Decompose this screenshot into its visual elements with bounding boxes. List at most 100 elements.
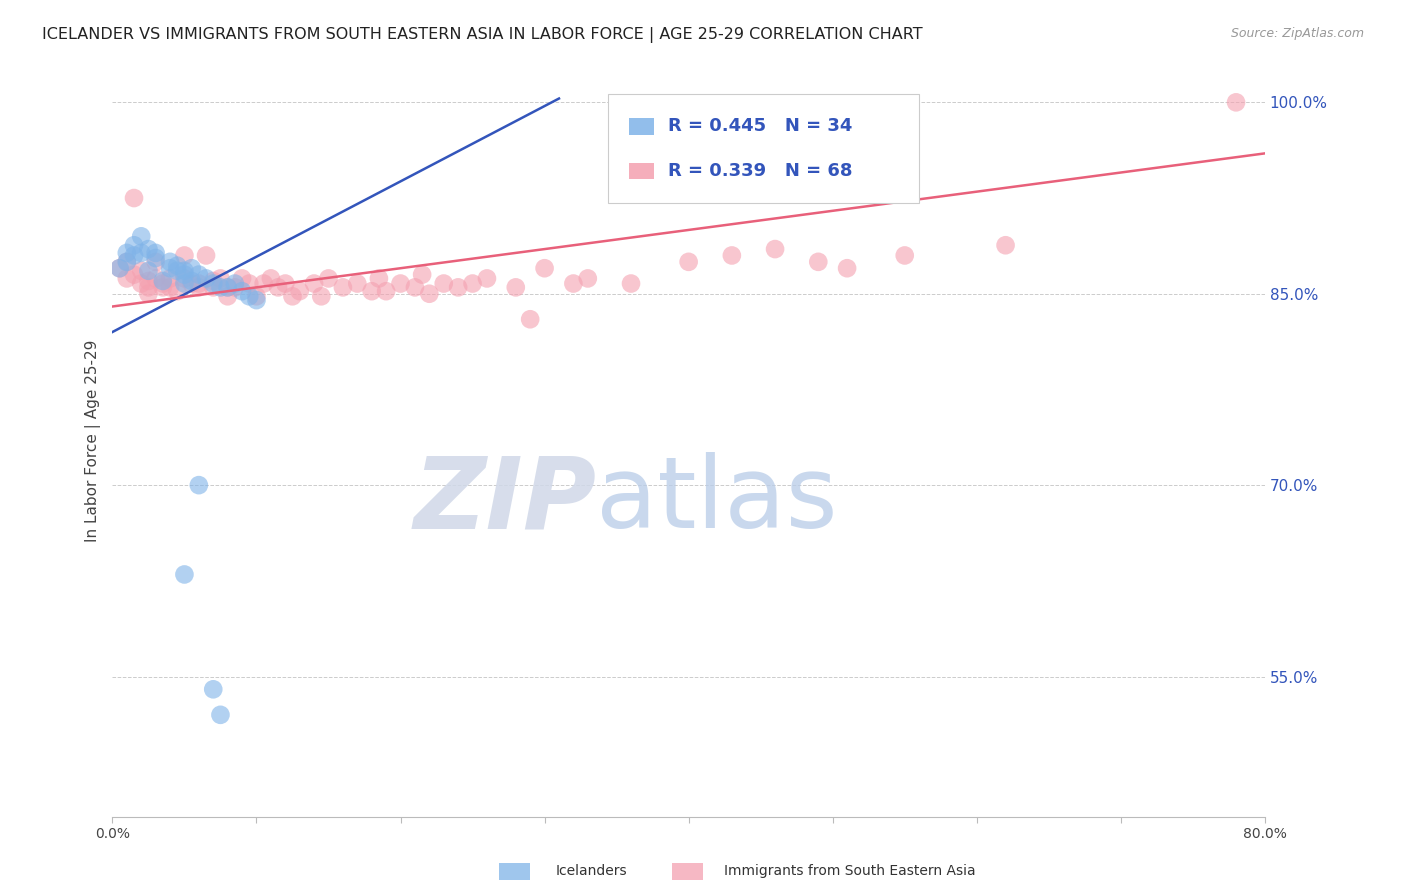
Point	[519, 312, 541, 326]
Point	[209, 280, 232, 294]
Point	[138, 274, 160, 288]
Point	[173, 567, 195, 582]
Point	[152, 274, 174, 288]
Point	[145, 271, 167, 285]
Point	[533, 261, 555, 276]
FancyBboxPatch shape	[628, 118, 654, 135]
Point	[145, 246, 167, 260]
Point	[159, 280, 181, 294]
Point	[180, 274, 202, 288]
Point	[231, 284, 253, 298]
Point	[807, 255, 830, 269]
Point	[367, 271, 389, 285]
Text: ICELANDER VS IMMIGRANTS FROM SOUTH EASTERN ASIA IN LABOR FORCE | AGE 25-29 CORRE: ICELANDER VS IMMIGRANTS FROM SOUTH EASTE…	[42, 27, 922, 43]
Point	[138, 286, 160, 301]
Text: Icelanders: Icelanders	[555, 863, 627, 878]
Point	[122, 238, 145, 252]
Point	[375, 284, 398, 298]
Point	[318, 271, 340, 285]
Point	[152, 277, 174, 291]
Point	[721, 248, 744, 262]
Point	[152, 280, 174, 294]
Point	[129, 229, 152, 244]
Text: Source: ZipAtlas.com: Source: ZipAtlas.com	[1230, 27, 1364, 40]
Point	[311, 289, 333, 303]
Point	[835, 261, 858, 276]
Text: R = 0.445   N = 34: R = 0.445 N = 34	[668, 118, 852, 136]
Point	[202, 274, 225, 288]
Point	[332, 280, 354, 294]
Point	[404, 280, 426, 294]
Point	[217, 280, 239, 294]
Point	[994, 238, 1017, 252]
Text: atlas: atlas	[596, 452, 838, 549]
Point	[159, 261, 181, 276]
Point	[433, 277, 456, 291]
Point	[129, 277, 152, 291]
Y-axis label: In Labor Force | Age 25-29: In Labor Force | Age 25-29	[86, 339, 101, 541]
Point	[195, 271, 218, 285]
Point	[893, 248, 915, 262]
Point	[195, 248, 218, 262]
Point	[346, 277, 368, 291]
Point	[159, 271, 181, 285]
Point	[173, 264, 195, 278]
Point	[180, 261, 202, 276]
Point	[418, 286, 440, 301]
Point	[576, 271, 599, 285]
Point	[562, 277, 585, 291]
Point	[122, 268, 145, 282]
Point	[180, 277, 202, 291]
Point	[138, 264, 160, 278]
Point	[461, 277, 484, 291]
Point	[122, 191, 145, 205]
Point	[245, 289, 267, 303]
Point	[302, 277, 325, 291]
Point	[231, 271, 253, 285]
Point	[678, 255, 700, 269]
Point	[173, 248, 195, 262]
Text: Immigrants from South Eastern Asia: Immigrants from South Eastern Asia	[724, 863, 976, 878]
Text: R = 0.339   N = 68: R = 0.339 N = 68	[668, 162, 852, 180]
Point	[187, 280, 209, 294]
Point	[166, 284, 188, 298]
Point	[411, 268, 433, 282]
Point	[274, 277, 297, 291]
Point	[1225, 95, 1247, 110]
Point	[209, 707, 232, 722]
Point	[187, 277, 209, 291]
Point	[202, 280, 225, 294]
Point	[260, 271, 283, 285]
Point	[224, 280, 246, 294]
Point	[763, 242, 786, 256]
Point	[202, 277, 225, 291]
Point	[138, 242, 160, 256]
Point	[224, 277, 246, 291]
Point	[267, 280, 290, 294]
Point	[288, 284, 311, 298]
Point	[202, 682, 225, 697]
Point	[115, 255, 138, 269]
Point	[238, 277, 260, 291]
Point	[129, 264, 152, 278]
Point	[217, 280, 239, 294]
Point	[115, 271, 138, 285]
Point	[187, 478, 209, 492]
Point	[475, 271, 498, 285]
Point	[620, 277, 643, 291]
Point	[166, 259, 188, 273]
Point	[187, 268, 209, 282]
Point	[173, 271, 195, 285]
Point	[129, 246, 152, 260]
Point	[145, 251, 167, 265]
Text: ZIP: ZIP	[413, 452, 596, 549]
Point	[108, 261, 131, 276]
FancyBboxPatch shape	[628, 163, 654, 179]
Point	[281, 289, 304, 303]
Point	[360, 284, 382, 298]
Point	[173, 268, 195, 282]
Point	[173, 277, 195, 291]
Point	[166, 264, 188, 278]
Point	[447, 280, 470, 294]
Point	[108, 261, 131, 276]
